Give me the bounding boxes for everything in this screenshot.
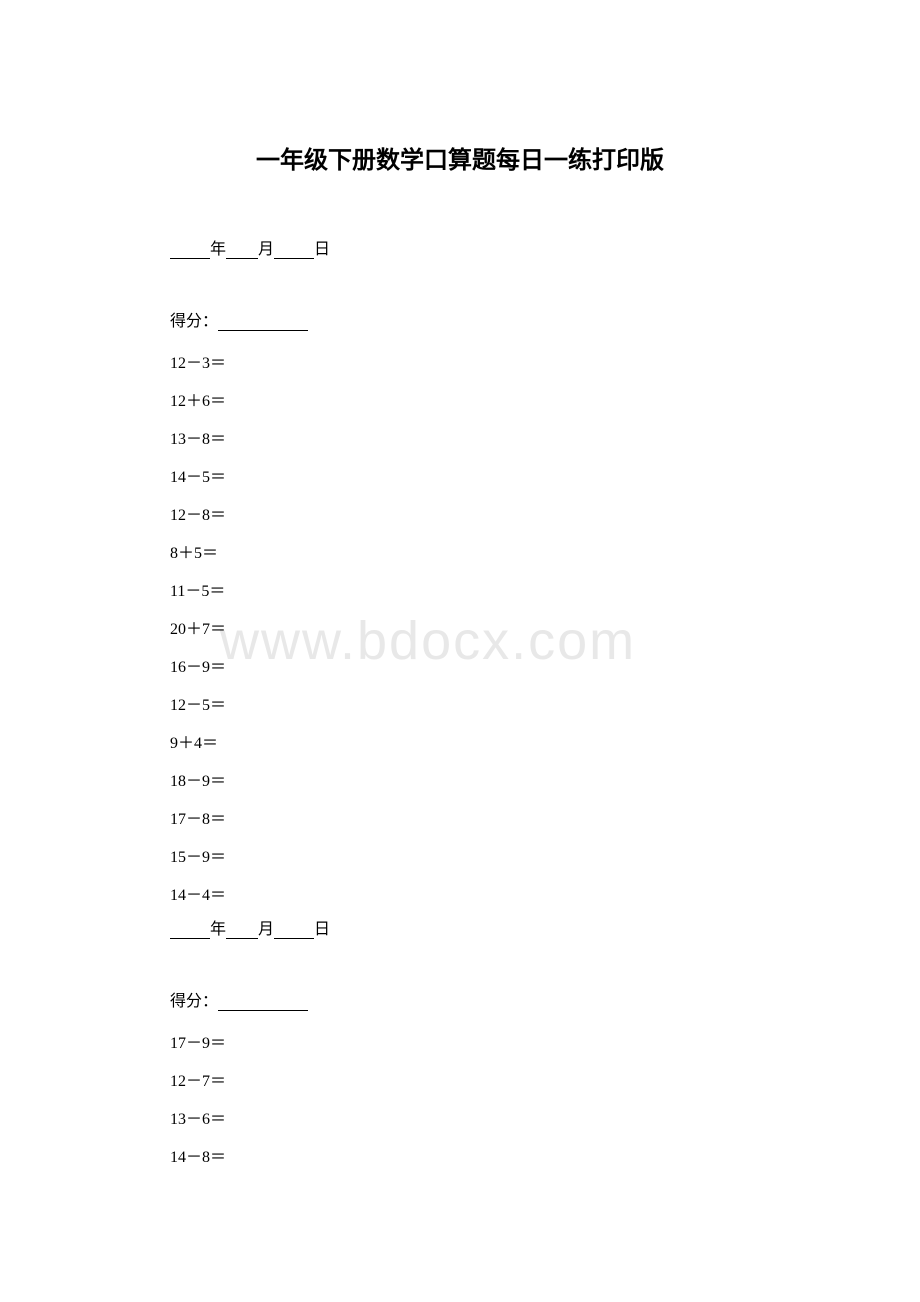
month-blank: [226, 243, 258, 259]
problem: 14－8＝: [170, 1139, 750, 1177]
score-line-2: 得分：: [170, 987, 750, 1011]
problem: 12－3＝: [170, 345, 750, 383]
month-label: 月: [258, 921, 274, 938]
page-title: 一年级下册数学口算题每日一练打印版: [170, 140, 750, 175]
problem: 17－8＝: [170, 801, 750, 839]
problem: 20＋7＝: [170, 611, 750, 649]
problem: 17－9＝: [170, 1025, 750, 1063]
problem: 12－5＝: [170, 687, 750, 725]
score-line-1: 得分：: [170, 307, 750, 331]
problem: 12－8＝: [170, 497, 750, 535]
problem: 8＋5＝: [170, 535, 750, 573]
year-blank: [170, 243, 210, 259]
problem: 11－5＝: [170, 573, 750, 611]
problem: 14－5＝: [170, 459, 750, 497]
month-label: 月: [258, 241, 274, 258]
date-line-1: 年月日: [170, 235, 750, 259]
date-line-2: 年月日: [170, 915, 750, 939]
problem-list-2: 17－9＝ 12－7＝ 13－6＝ 14－8＝: [170, 1025, 750, 1177]
problem: 18－9＝: [170, 763, 750, 801]
year-blank: [170, 923, 210, 939]
score-label: 得分：: [170, 313, 218, 330]
problem: 13－8＝: [170, 421, 750, 459]
day-label: 日: [314, 921, 330, 938]
score-blank: [218, 315, 308, 331]
problem: 13－6＝: [170, 1101, 750, 1139]
day-blank: [274, 243, 314, 259]
problem: 14－4＝: [170, 877, 750, 915]
problem: 12＋6＝: [170, 383, 750, 421]
year-label: 年: [210, 921, 226, 938]
score-blank: [218, 995, 308, 1011]
problem: 16－9＝: [170, 649, 750, 687]
month-blank: [226, 923, 258, 939]
score-label: 得分：: [170, 993, 218, 1010]
day-blank: [274, 923, 314, 939]
problem: 9＋4＝: [170, 725, 750, 763]
problem-list-1: 12－3＝ 12＋6＝ 13－8＝ 14－5＝ 12－8＝ 8＋5＝ 11－5＝…: [170, 345, 750, 915]
day-label: 日: [314, 241, 330, 258]
problem: 15－9＝: [170, 839, 750, 877]
problem: 12－7＝: [170, 1063, 750, 1101]
page-content: 一年级下册数学口算题每日一练打印版 年月日 得分： 12－3＝ 12＋6＝ 13…: [170, 140, 750, 1177]
year-label: 年: [210, 241, 226, 258]
